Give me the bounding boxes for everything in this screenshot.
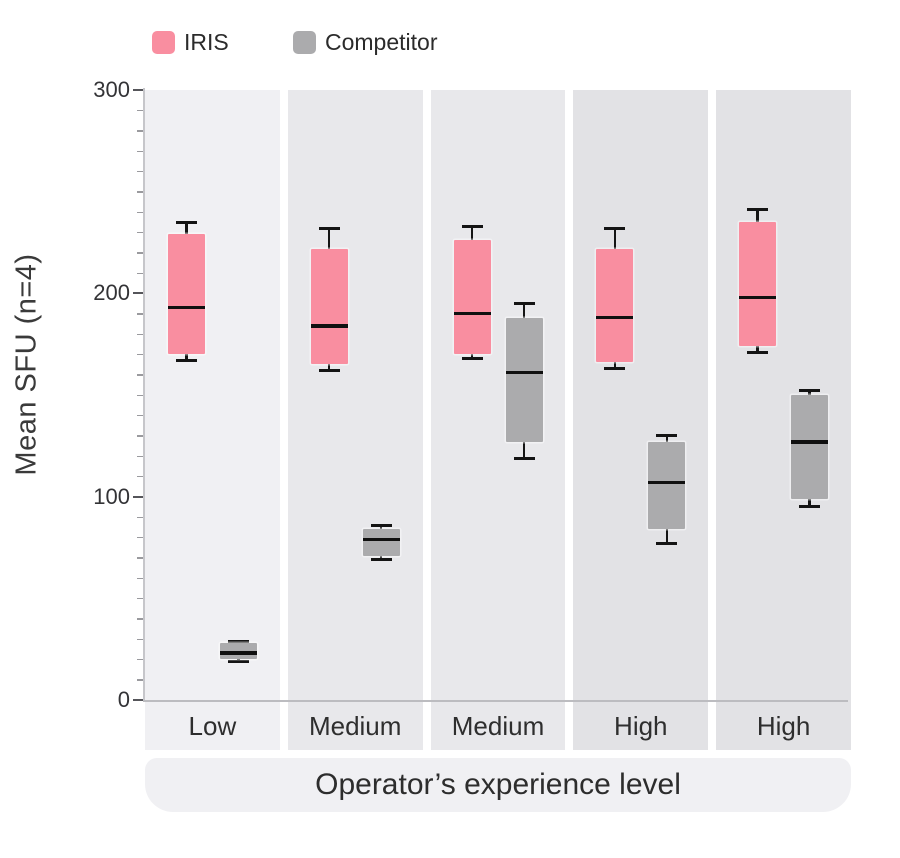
y-minor-tick (137, 333, 143, 335)
y-major-tick-200 (133, 292, 143, 295)
panel-high-4: High (573, 90, 709, 750)
x-axis-line (143, 700, 848, 702)
category-label-2: Medium (308, 711, 402, 741)
panel-low-1: Low (145, 90, 280, 750)
iris-box-medium-3-cap-high (461, 224, 483, 228)
competitor-box-high-5-cap-low (799, 505, 821, 509)
y-minor-tick (137, 435, 143, 437)
y-tick-label-100: 100 (93, 483, 130, 509)
y-major-tick-300 (133, 89, 143, 91)
y-minor-tick (137, 658, 143, 661)
y-minor-tick (137, 455, 143, 457)
competitor-box-medium-2-median (362, 537, 400, 542)
y-minor-tick (137, 109, 143, 112)
competitor-box-high-5-cap-high (799, 389, 821, 393)
iris-legend-swatch (152, 31, 175, 54)
y-tick-label-300: 300 (93, 77, 130, 102)
y-minor-tick (137, 231, 143, 234)
y-minor-tick (137, 191, 143, 193)
y-minor-tick (137, 252, 143, 254)
iris-box-high-5-cap-high (747, 208, 769, 212)
category-label-4: High (614, 711, 668, 741)
category-label-5: High (756, 711, 811, 741)
y-minor-tick (137, 211, 143, 213)
y-minor-tick (137, 374, 143, 376)
y-minor-tick (137, 353, 143, 356)
competitor-box-high-4-median (648, 480, 686, 485)
iris-box-medium-2-median (310, 324, 348, 328)
y-tick-label-200: 200 (93, 280, 130, 306)
iris-box-medium-2-cap-high (318, 226, 340, 230)
y-minor-tick (137, 150, 143, 152)
legend-item-iris: IRIS (152, 29, 229, 56)
panel-high-5: High (716, 90, 851, 750)
competitor-box-low-1 (219, 643, 257, 660)
competitor-box-medium-3-median (505, 370, 543, 375)
competitor-box-low-1-cap-high (227, 639, 249, 643)
competitor-box-high-4-cap-high (656, 434, 678, 438)
y-axis-line (143, 88, 145, 701)
iris-legend-label: IRIS (184, 29, 229, 55)
competitor-box-medium-3-cap-low (513, 456, 535, 460)
iris-box-medium-2 (310, 248, 348, 365)
panel-medium-2: Medium (287, 90, 423, 750)
x-axis-title: Operator’s experience level (315, 768, 681, 801)
competitor-box-medium-2 (362, 529, 400, 556)
legend-item-competitor: Competitor (293, 29, 437, 56)
iris-box-low-1-median (167, 305, 205, 310)
competitor-box-low-1-median (219, 651, 257, 655)
competitor-box-medium-3-cap-high (513, 302, 535, 305)
category-label-1: Low (188, 711, 237, 741)
iris-box-high-4 (596, 248, 634, 363)
iris-box-medium-2-cap-low (318, 369, 340, 373)
y-major-tick-0 (133, 699, 143, 701)
category-label-3: Medium (451, 711, 545, 741)
competitor-box-high-4-cap-low (656, 541, 678, 545)
iris-box-high-4-median (596, 315, 634, 320)
y-major-tick-100 (133, 495, 143, 498)
iris-box-medium-3-cap-low (461, 356, 483, 360)
y-minor-tick (137, 577, 143, 579)
iris-box-medium-3 (453, 240, 491, 355)
competitor-box-medium-3 (505, 317, 543, 442)
y-minor-tick (137, 516, 143, 518)
y-minor-tick (137, 597, 143, 600)
y-minor-tick (137, 414, 143, 417)
y-minor-tick (137, 272, 143, 274)
iris-box-high-4-cap-low (604, 367, 626, 371)
y-minor-tick (137, 130, 143, 132)
competitor-box-high-4 (648, 441, 686, 530)
competitor-box-low-1-cap-low (227, 659, 249, 663)
iris-box-high-5-median (739, 295, 777, 300)
y-minor-tick (137, 475, 143, 478)
competitor-legend-label: Competitor (325, 29, 438, 55)
y-minor-tick (137, 618, 143, 620)
y-minor-tick (137, 557, 143, 559)
y-minor-tick (137, 394, 143, 396)
iris-box-low-1-cap-high (175, 220, 197, 224)
iris-box-medium-3-median (453, 311, 491, 316)
iris-box-high-5-cap-low (747, 350, 769, 354)
y-minor-tick (137, 313, 143, 315)
x-axis-title-band: Operator’s experience level (145, 758, 851, 812)
y-minor-tick (137, 536, 143, 539)
panel-medium-3: Medium (430, 90, 566, 750)
y-minor-tick (137, 638, 143, 640)
iris-box-low-1 (167, 234, 205, 355)
competitor-box-high-5 (791, 395, 829, 499)
competitor-box-high-5-median (791, 440, 829, 444)
iris-box-low-1-cap-low (175, 358, 197, 362)
competitor-box-medium-2-cap-high (370, 523, 392, 527)
competitor-legend-swatch (293, 31, 316, 54)
iris-box-high-5 (739, 222, 777, 347)
y-axis-title: Mean SFU (n=4) (10, 253, 43, 476)
competitor-box-medium-2-cap-low (370, 558, 392, 562)
y-tick-label-0: 0 (117, 687, 130, 712)
y-minor-tick (137, 170, 143, 173)
iris-box-high-4-cap-high (604, 226, 626, 230)
y-minor-tick (137, 679, 143, 681)
